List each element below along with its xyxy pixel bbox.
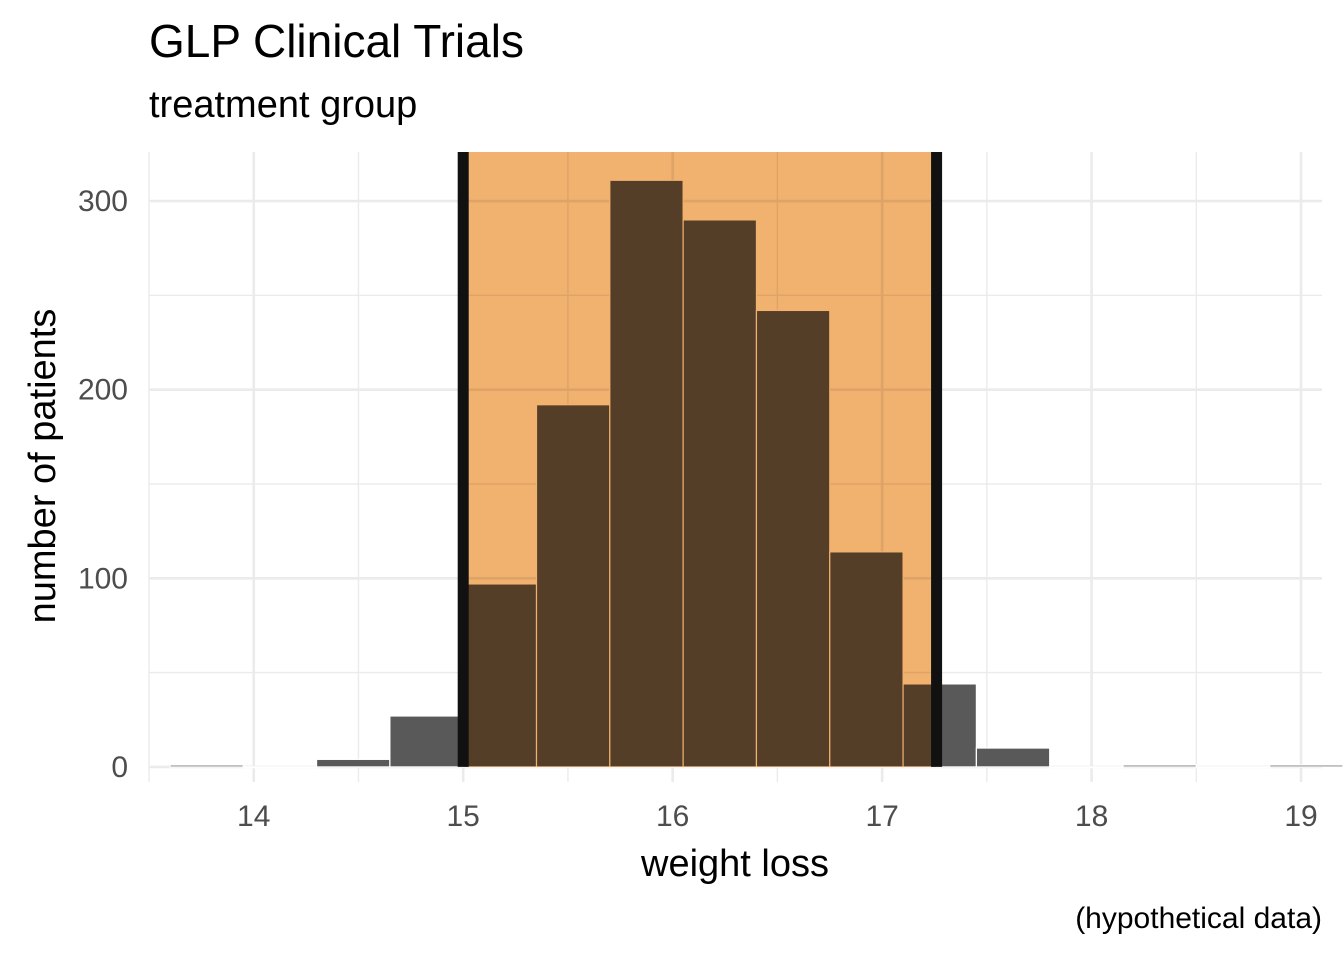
y-tick-label: 0 bbox=[111, 751, 128, 784]
histogram-bar bbox=[1049, 766, 1124, 769]
chart-title: GLP Clinical Trials bbox=[149, 15, 524, 67]
y-axis-title: number of patients bbox=[22, 309, 64, 624]
histogram-bar bbox=[242, 766, 318, 769]
histogram-bar bbox=[169, 764, 244, 768]
y-tick-label: 300 bbox=[78, 185, 128, 218]
histogram-bar bbox=[389, 715, 464, 768]
x-tick-label: 19 bbox=[1284, 800, 1317, 833]
x-tick-label: 17 bbox=[865, 800, 898, 833]
chart-caption: (hypothetical data) bbox=[1075, 902, 1322, 935]
histogram-bar bbox=[975, 747, 1051, 768]
y-tick-label: 100 bbox=[78, 562, 128, 595]
highlight-region bbox=[463, 152, 937, 767]
x-tick-label: 14 bbox=[237, 800, 270, 833]
x-tick-label: 16 bbox=[656, 800, 689, 833]
highlight-band bbox=[463, 152, 937, 767]
histogram-bar bbox=[1195, 766, 1271, 769]
x-tick-label: 15 bbox=[447, 800, 480, 833]
histogram-bar bbox=[1269, 764, 1344, 768]
y-tick-label: 200 bbox=[78, 374, 128, 407]
boundary-lines bbox=[457, 152, 943, 767]
x-axis-title: weight loss bbox=[640, 843, 829, 885]
histogram-bar bbox=[1122, 764, 1197, 768]
chart-subtitle: treatment group bbox=[149, 84, 418, 126]
x-axis-ticks: 14 15 16 17 18 19 bbox=[237, 800, 1318, 833]
histogram-bar bbox=[315, 758, 391, 768]
y-axis-ticks: 0 100 200 300 bbox=[78, 185, 128, 784]
x-tick-label: 18 bbox=[1075, 800, 1108, 833]
